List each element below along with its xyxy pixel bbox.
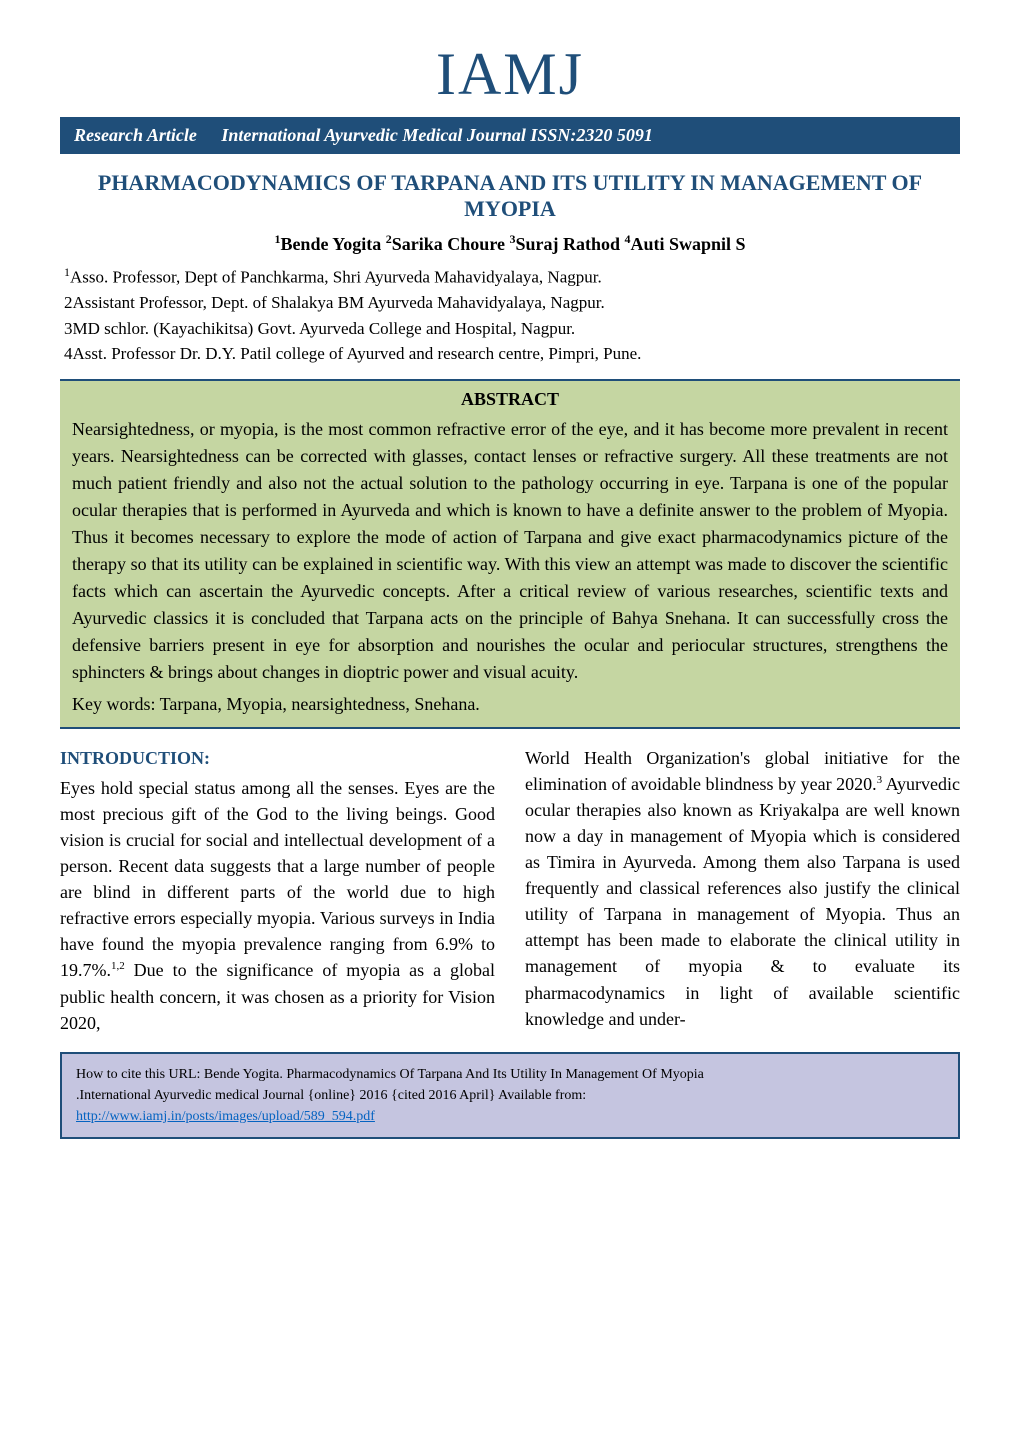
citation-url-link[interactable]: http://www.iamj.in/posts/images/upload/5… (76, 1109, 375, 1124)
citation-box: How to cite this URL: Bende Yogita. Phar… (60, 1052, 960, 1139)
affiliations-block: 1Asso. Professor, Dept of Panchkarma, Sh… (60, 263, 960, 367)
intro-col1-part2: Due to the significance of myopia as a g… (60, 960, 495, 1032)
intro-col2-part2: Ayurvedic ocular therapies also known as… (525, 774, 960, 1029)
authors-line: 1Bende Yogita 2Sarika Choure 3Suraj Rath… (60, 232, 960, 255)
journal-info: International Ayurvedic Medical Journal … (221, 125, 653, 145)
intro-col1-part1: Eyes hold special status among all the s… (60, 778, 495, 981)
citation-line-2: .International Ayurvedic medical Journal… (76, 1085, 944, 1106)
affiliation-1: 1Asso. Professor, Dept of Panchkarma, Sh… (64, 263, 956, 290)
affiliation-3: 3MD schlor. (Kayachikitsa) Govt. Ayurved… (64, 316, 956, 342)
abstract-box: ABSTRACT Nearsightedness, or myopia, is … (60, 379, 960, 729)
author-2: Sarika Choure (392, 234, 510, 254)
column-right: World Health Organization's global initi… (525, 745, 960, 1036)
header-bar: Research Article International Ayurvedic… (60, 117, 960, 154)
article-type-label: Research Article (74, 125, 197, 145)
keywords-line: Key words: Tarpana, Myopia, nearsightedn… (72, 694, 948, 715)
body-columns: INTRODUCTION: Eyes hold special status a… (60, 745, 960, 1036)
citation-line-1: How to cite this URL: Bende Yogita. Phar… (76, 1064, 944, 1085)
intro-heading: INTRODUCTION: (60, 745, 495, 771)
affiliation-2: 2Assistant Professor, Dept. of Shalakya … (64, 290, 956, 316)
abstract-heading: ABSTRACT (72, 389, 948, 410)
author-3: Suraj Rathod (515, 234, 624, 254)
abstract-text: Nearsightedness, or myopia, is the most … (72, 416, 948, 686)
author-4: Auti Swapnil S (631, 234, 746, 254)
ref-1-2: 1,2 (111, 960, 125, 972)
affiliation-4: 4Asst. Professor Dr. D.Y. Patil college … (64, 341, 956, 367)
article-title: PHARMACODYNAMICS OF TARPANA AND ITS UTIL… (60, 170, 960, 222)
journal-logo: IAMJ (60, 40, 960, 109)
column-left: INTRODUCTION: Eyes hold special status a… (60, 745, 495, 1036)
author-1: Bende Yogita (280, 234, 385, 254)
